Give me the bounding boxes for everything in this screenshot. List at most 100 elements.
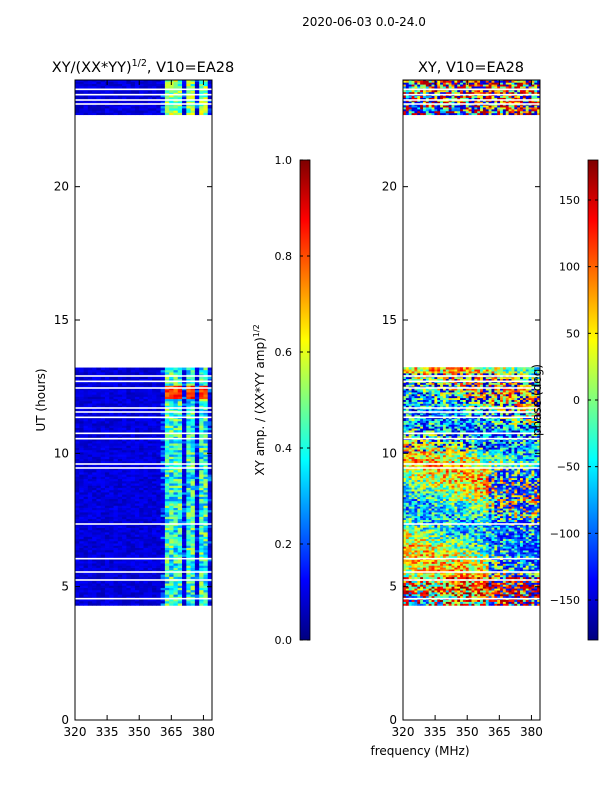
amplitude-cell xyxy=(152,84,157,87)
amplitude-gap-line xyxy=(75,407,212,409)
amplitude-cell xyxy=(169,499,174,502)
amplitude-cell xyxy=(182,428,187,431)
amplitude-cell xyxy=(79,448,84,451)
amplitude-cell xyxy=(135,588,140,591)
amplitude-cell xyxy=(148,488,153,491)
amplitude-cell xyxy=(114,479,119,482)
amplitude-cell xyxy=(152,519,157,522)
amplitude-cell xyxy=(139,428,144,431)
amplitude-cell xyxy=(191,528,196,531)
amplitude-cell xyxy=(161,448,166,451)
amplitude-cell xyxy=(109,568,114,571)
amplitude-cell xyxy=(88,519,93,522)
amplitude-cell xyxy=(75,428,80,431)
amplitude-cell xyxy=(75,459,80,462)
amplitude-cell xyxy=(186,448,191,451)
amplitude-cell xyxy=(156,519,161,522)
amplitude-cell xyxy=(186,528,191,531)
amplitude-cell xyxy=(169,399,174,402)
amplitude-cell xyxy=(131,419,136,422)
x-tick-label: 380 xyxy=(192,725,215,739)
amplitude-cell xyxy=(126,84,131,87)
amplitude-cell xyxy=(109,448,114,451)
amplitude-cell xyxy=(191,399,196,402)
amplitude-cell xyxy=(118,448,123,451)
amplitude-cell xyxy=(92,519,97,522)
amplitude-cell xyxy=(178,539,183,542)
amplitude-cell xyxy=(152,419,157,422)
amplitude-cell xyxy=(131,519,136,522)
amplitude-cell xyxy=(75,519,80,522)
amplitude-cell xyxy=(203,499,208,502)
amplitude-cell xyxy=(203,479,208,482)
amplitude-cell xyxy=(131,459,136,462)
amplitude-cell xyxy=(195,539,200,542)
amplitude-cell xyxy=(165,428,170,431)
amplitude-cell xyxy=(186,519,191,522)
amplitude-cell xyxy=(105,539,110,542)
amplitude-cell xyxy=(148,419,153,422)
amplitude-cell xyxy=(195,459,200,462)
amplitude-cell xyxy=(114,428,119,431)
amplitude-cell xyxy=(195,479,200,482)
amplitude-cell xyxy=(96,568,101,571)
amplitude-cell xyxy=(169,508,174,511)
amplitude-gap-line xyxy=(75,558,212,560)
amplitude-cell xyxy=(203,539,208,542)
amplitude-cell xyxy=(109,539,114,542)
amplitude-cell xyxy=(122,479,127,482)
y-tick-label: 10 xyxy=(54,446,69,460)
amplitude-cell xyxy=(118,548,123,551)
amplitude-cell xyxy=(79,548,84,551)
amplitude-cell xyxy=(105,459,110,462)
colorbar-tick-label: 0.4 xyxy=(275,442,293,455)
amplitude-cell xyxy=(122,448,127,451)
amplitude-cell xyxy=(96,528,101,531)
amplitude-cell xyxy=(105,568,110,571)
amplitude-cell xyxy=(203,84,208,87)
amplitude-cell xyxy=(186,539,191,542)
amplitude-cell xyxy=(131,399,136,402)
amplitude-gap-line xyxy=(75,571,212,573)
amplitude-cell xyxy=(144,519,149,522)
amplitude-cell xyxy=(109,419,114,422)
amplitude-cell xyxy=(126,368,131,371)
amplitude-cell xyxy=(101,539,106,542)
amplitude-cell xyxy=(165,488,170,491)
amplitude-cell xyxy=(152,588,157,591)
amplitude-cell xyxy=(195,528,200,531)
amplitude-cell xyxy=(96,548,101,551)
amplitude-cell xyxy=(131,508,136,511)
amplitude-cell xyxy=(173,459,178,462)
amplitude-cell xyxy=(135,448,140,451)
amplitude-cell xyxy=(75,508,80,511)
amplitude-cell xyxy=(152,548,157,551)
amplitude-cell xyxy=(88,84,93,87)
amplitude-cell xyxy=(144,448,149,451)
amplitude-cell xyxy=(186,488,191,491)
amplitude-cell xyxy=(173,499,178,502)
amplitude-cell xyxy=(152,448,157,451)
amplitude-cell xyxy=(105,528,110,531)
amplitude-cell xyxy=(96,488,101,491)
amplitude-cell xyxy=(84,568,89,571)
amplitude-cell xyxy=(165,459,170,462)
amplitude-cell xyxy=(199,419,204,422)
amplitude-cell xyxy=(173,428,178,431)
amplitude-cell xyxy=(88,488,93,491)
amplitude-cell xyxy=(139,399,144,402)
amplitude-cell xyxy=(165,499,170,502)
amplitude-cell xyxy=(131,428,136,431)
amplitude-cell xyxy=(88,539,93,542)
amplitude-cell xyxy=(92,84,97,87)
amplitude-cell xyxy=(148,508,153,511)
amplitude-cell xyxy=(131,84,136,87)
amplitude-cell xyxy=(105,548,110,551)
amplitude-cell xyxy=(203,488,208,491)
amplitude-cell xyxy=(84,499,89,502)
amplitude-cell xyxy=(165,508,170,511)
amplitude-cell xyxy=(191,588,196,591)
amplitude-cell xyxy=(75,548,80,551)
amplitude-cell xyxy=(156,539,161,542)
amplitude-cell xyxy=(75,448,80,451)
